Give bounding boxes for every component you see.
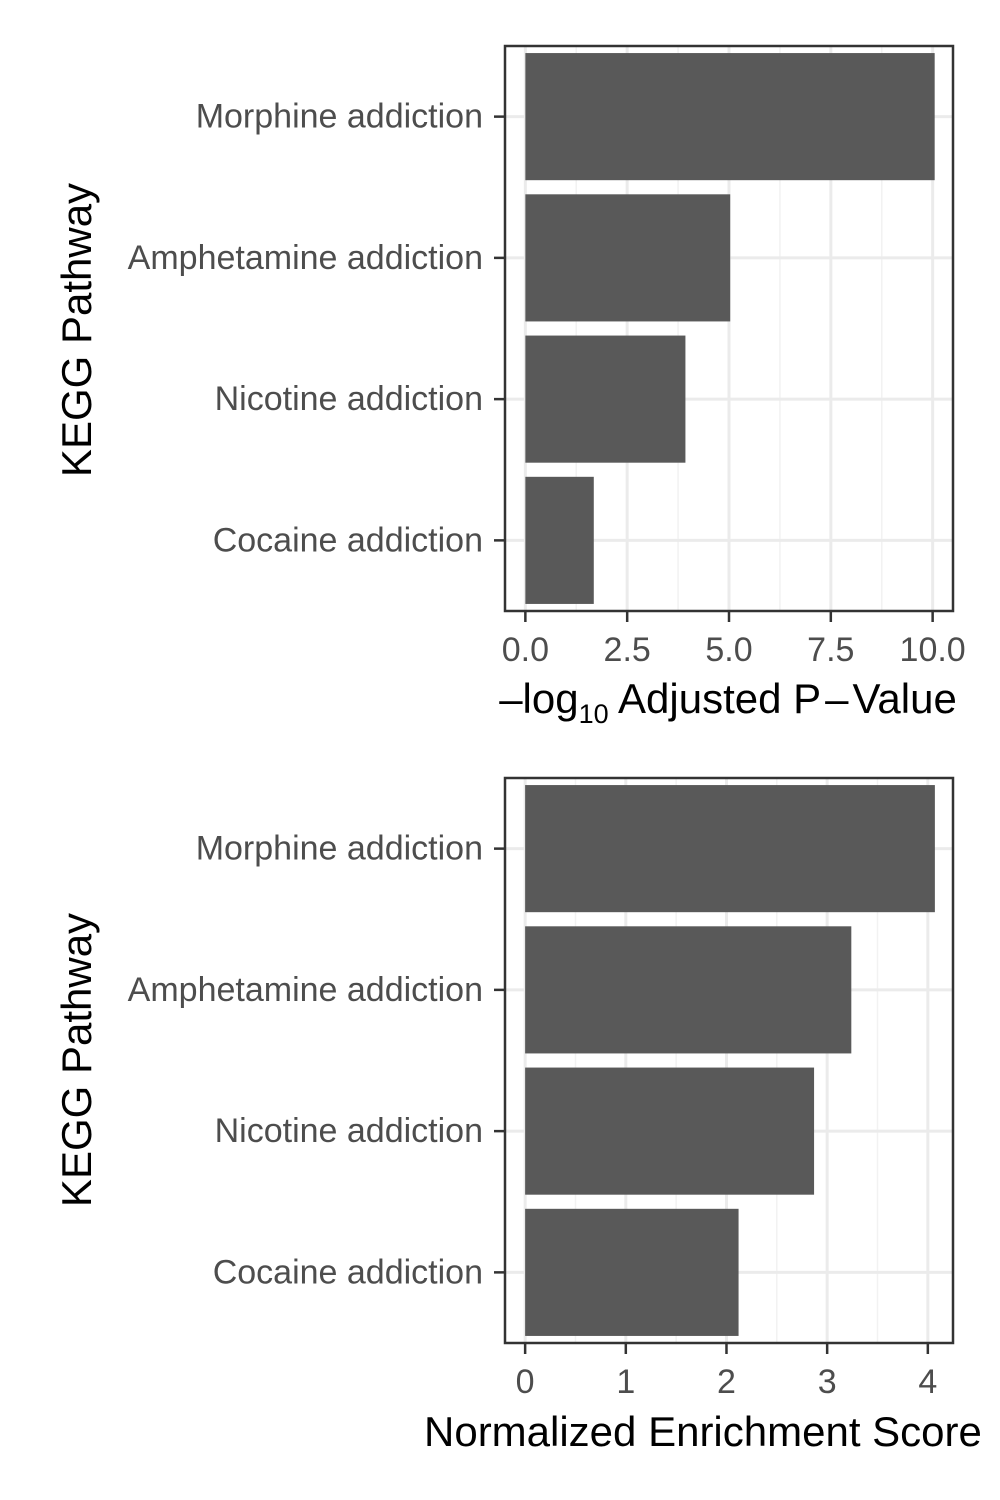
chart2-ytick-label: Morphine addiction xyxy=(196,830,483,868)
chart1-ytick-label: Amphetamine addiction xyxy=(128,239,483,277)
chart1-xtick-label: 0.0 xyxy=(502,631,549,669)
chart2-ylabel: KEGG Pathway xyxy=(53,913,100,1207)
chart1-xlabel-tail: Value xyxy=(853,675,957,722)
chart1-xlabel-log: log xyxy=(523,675,579,722)
chart2-plot: Morphine addiction Amphetamine addiction N… xyxy=(128,776,955,1401)
chart1-bar xyxy=(525,53,935,181)
chart2-xtick-label: 4 xyxy=(918,1363,937,1401)
chart2-ylabel-group: KEGG Pathway xyxy=(53,913,100,1207)
chart2-ytick-label: Nicotine addiction xyxy=(215,1112,483,1150)
chart1-xtick-label: 2.5 xyxy=(604,631,651,669)
chart2-xtick-label: 2 xyxy=(717,1363,736,1401)
chart1-plot: Morphine addiction Amphetamine addiction N… xyxy=(128,44,966,669)
chart1-xlabel-dash: – xyxy=(825,675,849,722)
chart2-panel-border xyxy=(503,776,955,1345)
chart2-bar xyxy=(525,785,935,913)
chart1-xtick-label: 10.0 xyxy=(900,631,966,669)
chart2-xlabel: Normalized Enrichment Score xyxy=(424,1408,982,1455)
chart1-bar xyxy=(525,476,594,604)
chart2-ytick-label: Amphetamine addiction xyxy=(128,971,483,1009)
chart2-ytick-label: Cocaine addiction xyxy=(213,1253,483,1291)
chart1-bar xyxy=(525,194,731,322)
chart1-ytick-label: Nicotine addiction xyxy=(215,380,483,418)
chart1-xlabel: –log10 Adjusted P–Value xyxy=(499,675,957,729)
chart2-bar xyxy=(525,926,852,1054)
chart1-ytick-label: Cocaine addiction xyxy=(213,521,483,559)
chart1-ytick-label: Morphine addiction xyxy=(196,98,483,136)
chart1-ylabel-group: KEGG Pathway xyxy=(53,183,100,477)
chart1-xlabel-rest: Adjusted P xyxy=(609,675,821,722)
chart2-bar xyxy=(525,1208,739,1336)
chart1-xlabel-subscript: 10 xyxy=(579,699,609,729)
chart2-xtick-label: 0 xyxy=(516,1363,535,1401)
chart2-xtick-label: 3 xyxy=(818,1363,837,1401)
chart1-bar xyxy=(525,335,686,463)
chart2-bar xyxy=(525,1067,815,1195)
chart1-xlabel-prefix: – xyxy=(499,675,523,722)
chart1-xtick-label: 5.0 xyxy=(705,631,752,669)
chart1-xtick-label: 7.5 xyxy=(807,631,854,669)
chart1-ylabel: KEGG Pathway xyxy=(53,183,100,477)
chart2-xtick-label: 1 xyxy=(616,1363,635,1401)
